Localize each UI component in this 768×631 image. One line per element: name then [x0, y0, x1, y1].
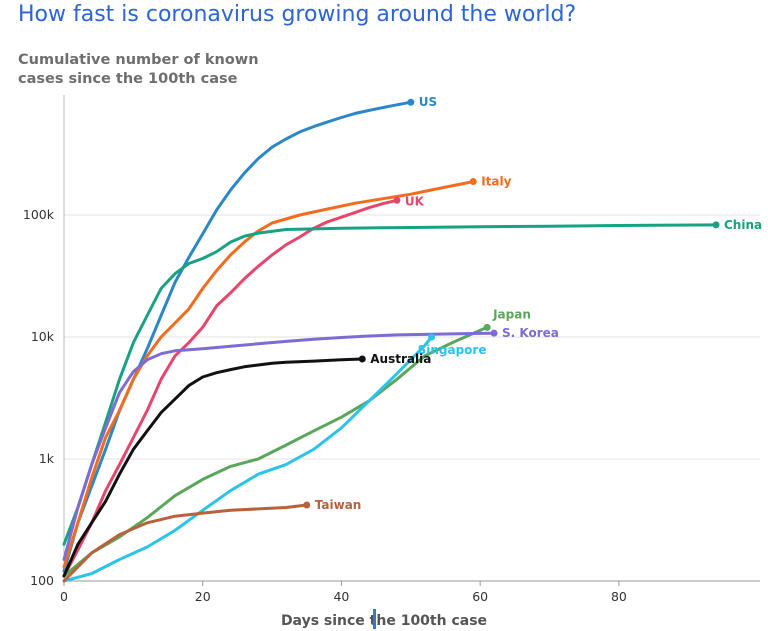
page-title: How fast is coronavirus growing around t…	[18, 2, 577, 27]
series-label-australia: Australia	[370, 352, 431, 366]
grid-lines	[63, 95, 760, 582]
series-end-dot-singapore	[428, 333, 436, 341]
x-axis-label: Days since the 100th case	[280, 613, 488, 629]
x-tick-label: 80	[611, 589, 627, 604]
series-label-s-korea: S. Korea	[502, 326, 559, 340]
series-line-uk	[62, 198, 399, 578]
chart-subtitle: Cumulative number of known cases since t…	[18, 52, 259, 87]
series-line-australia	[62, 357, 364, 578]
series-end-dot-s-korea	[490, 329, 498, 337]
series-labels: US Italy UK China Japan S. Korea SingaporeAust…	[303, 95, 762, 512]
series-end-dot-italy	[469, 178, 477, 186]
x-tick-label: 0	[60, 589, 68, 604]
series-end-dot-uk	[393, 196, 401, 204]
series-label-italy: Italy	[481, 175, 511, 189]
y-tick-label: 10k	[31, 329, 55, 344]
x-tick-label: 60	[472, 589, 488, 604]
y-tick-label: 100	[30, 573, 54, 588]
series-line-taiwan	[62, 503, 309, 583]
series-label-uk: UK	[405, 194, 425, 208]
series-end-dot-china	[712, 221, 720, 229]
y-tick-label: 1k	[39, 451, 55, 466]
x-axis-label-wrap: Days since the 100th case	[0, 610, 768, 629]
x-tick-label: 20	[195, 589, 211, 604]
y-tick-label: 100k	[23, 207, 55, 222]
axis-ticks: 100 1k 10k 100k 0 20 40 60 80	[23, 207, 627, 604]
text-cursor	[373, 609, 376, 629]
series-label-us: US	[419, 95, 437, 109]
series-line-s-korea	[62, 331, 496, 561]
x-tick-label: 40	[333, 589, 349, 604]
series-lines	[62, 100, 718, 583]
series-label-japan: Japan	[492, 307, 531, 321]
series-end-dot-japan	[483, 323, 491, 331]
series-label-china: China	[724, 218, 762, 232]
series-label-singapore: Singapore	[418, 343, 487, 357]
series-end-dot-taiwan	[303, 501, 311, 509]
series-end-dot-australia	[358, 355, 366, 363]
series-line-singapore	[62, 335, 434, 583]
series-end-dot-us	[407, 98, 415, 106]
series-line-china	[62, 223, 718, 546]
series-line-italy	[62, 180, 475, 569]
series-label-taiwan: Taiwan	[315, 498, 362, 512]
